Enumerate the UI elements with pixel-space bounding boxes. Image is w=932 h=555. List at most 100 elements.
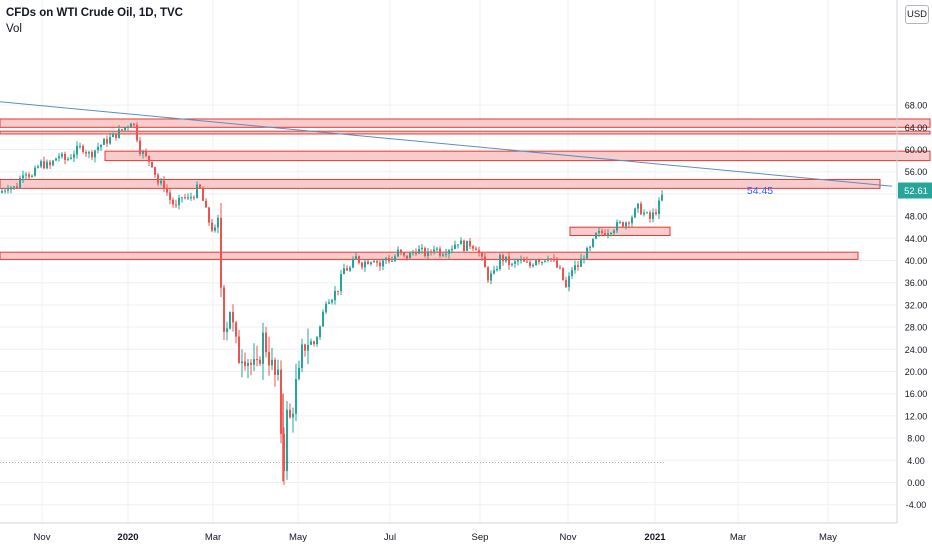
candle-down [223,287,225,332]
resistance-zone [569,226,671,237]
candle-up [160,180,162,184]
y-tick-label: 64.00 [905,123,928,133]
trendline [0,101,893,187]
candle-up [97,147,99,151]
candle-up [382,260,384,267]
candle-up [241,361,243,364]
candle-up [46,161,48,169]
candle-up [88,151,90,154]
candle-up [631,217,633,224]
candle-up [568,275,570,288]
candle-up [277,369,279,375]
candle-up [427,251,429,256]
candle-up [352,259,354,268]
candle-down [220,217,222,288]
candle-down [184,197,186,199]
candle-up [394,256,396,261]
candle-up [307,344,309,351]
candle-down [502,255,504,262]
x-tick-label: Jul [384,532,396,543]
candle-down [376,261,378,263]
candle-up [514,261,516,264]
candle-up [343,268,345,275]
candle-up [625,222,627,227]
candle-down [16,186,18,189]
candle-down [313,341,315,345]
candle-down [430,251,432,253]
candle-down [559,267,561,269]
candle-up [67,158,69,160]
y-tick-label: 28.00 [905,323,928,333]
candle-down [139,140,141,154]
y-tick-label: 56.00 [905,167,928,177]
candle-down [556,260,558,268]
candle-down [169,192,171,200]
candle-down [172,199,174,205]
candle-up [325,303,327,312]
candle-up [364,261,366,268]
candle-up [73,154,75,158]
candle-down [157,174,159,184]
candle-down [64,153,66,160]
candle-up [331,300,333,303]
candle-down [256,359,258,361]
candle-up [10,187,12,190]
chart-legend: CFDs on WTI Crude Oil, 1D, TVC Vol [6,5,183,37]
y-tick-label: 24.00 [905,345,928,355]
candle-down [628,222,630,224]
candle-up [19,178,21,189]
candle-up [31,175,33,177]
candle-up [586,247,588,259]
candle-down [268,352,270,366]
x-tick-label: Mar [205,532,221,543]
trendline-layer: 54.45 [0,101,893,197]
candle-up [511,263,513,265]
x-tick-label: May [289,532,307,543]
candle-down [166,188,168,193]
candle-up [595,232,597,239]
y-tick-label: 8.00 [907,434,925,444]
price-annotation: 54.45 [747,185,773,197]
candle-down [265,332,267,353]
x-tick-label: Nov [34,532,51,543]
x-tick-label: 2021 [644,532,666,543]
candle-up [322,311,324,327]
candle-down [280,369,282,434]
candle-up [226,328,228,332]
candle-up [544,260,546,262]
candle-up [520,259,522,261]
candle-down [424,248,426,256]
candle-up [94,150,96,158]
currency-button[interactable]: USD [905,5,929,24]
y-tick-label: 40.00 [905,256,928,266]
candle-up [637,203,639,209]
grid [0,0,897,523]
candle-up [292,413,294,418]
candle-up [76,146,78,155]
volume-indicator-label[interactable]: Vol [6,23,22,35]
candle-down [358,256,360,263]
candle-up [412,252,414,254]
candle-down [622,222,624,227]
candle-up [124,127,126,131]
candle-up [286,409,288,472]
candle-up [397,249,399,257]
candle-down [205,200,207,208]
candle-down [202,187,204,201]
candle-up [496,268,498,271]
y-tick-label: 32.00 [905,300,928,310]
candle-up [4,190,6,192]
candle-up [271,359,273,366]
candle-up [466,240,468,251]
candle-down [439,248,441,256]
candle-up [319,326,321,338]
symbol-title[interactable]: CFDs on WTI Crude Oil, 1D, TVC [6,7,183,19]
candle-down [388,258,390,262]
candle-down [478,250,480,253]
candle-up [385,258,387,261]
candle-up [301,344,303,368]
candle-up [652,212,654,219]
candle-up [517,259,519,262]
